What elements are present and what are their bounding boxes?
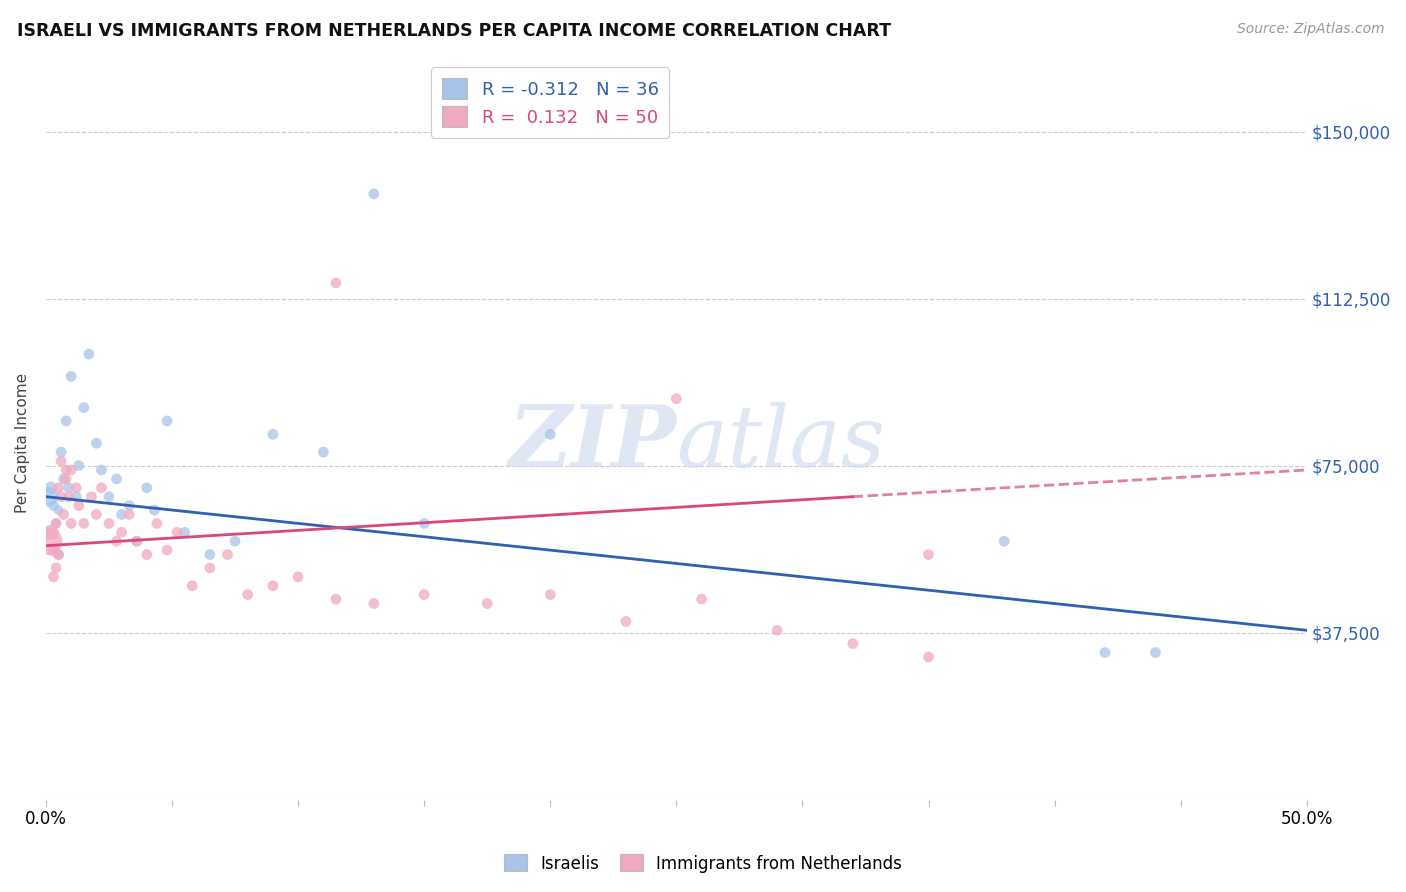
Point xyxy=(42,543,65,558)
Point xyxy=(39,525,62,540)
Point xyxy=(917,548,939,562)
Point xyxy=(90,463,112,477)
Y-axis label: Per Capita Income: Per Capita Income xyxy=(15,373,30,513)
Point xyxy=(146,516,169,531)
Point xyxy=(77,347,100,361)
Point xyxy=(198,561,221,575)
Point xyxy=(52,472,75,486)
Point xyxy=(363,186,385,201)
Point xyxy=(325,592,347,607)
Point xyxy=(58,481,80,495)
Point xyxy=(363,597,385,611)
Point xyxy=(60,516,83,531)
Point xyxy=(48,548,70,562)
Point xyxy=(55,472,77,486)
Point xyxy=(477,597,499,611)
Point xyxy=(262,427,284,442)
Point xyxy=(45,561,67,575)
Point xyxy=(65,481,87,495)
Point xyxy=(65,490,87,504)
Text: atlas: atlas xyxy=(676,402,886,484)
Point xyxy=(312,445,335,459)
Point xyxy=(413,516,436,531)
Point xyxy=(690,592,713,607)
Point xyxy=(48,503,70,517)
Point xyxy=(60,463,83,477)
Text: ISRAELI VS IMMIGRANTS FROM NETHERLANDS PER CAPITA INCOME CORRELATION CHART: ISRAELI VS IMMIGRANTS FROM NETHERLANDS P… xyxy=(17,22,891,40)
Text: Source: ZipAtlas.com: Source: ZipAtlas.com xyxy=(1237,22,1385,37)
Point xyxy=(1094,646,1116,660)
Point xyxy=(135,481,157,495)
Point xyxy=(118,508,141,522)
Point xyxy=(111,508,134,522)
Point xyxy=(60,369,83,384)
Point xyxy=(39,481,62,495)
Point xyxy=(917,650,939,665)
Point xyxy=(55,414,77,428)
Point xyxy=(614,615,637,629)
Point xyxy=(156,414,179,428)
Point xyxy=(86,436,108,450)
Point xyxy=(73,401,96,415)
Point xyxy=(49,490,72,504)
Point xyxy=(37,490,59,504)
Point xyxy=(67,499,90,513)
Point xyxy=(58,490,80,504)
Point xyxy=(86,508,108,522)
Point xyxy=(105,534,128,549)
Point xyxy=(42,499,65,513)
Point xyxy=(125,534,148,549)
Point xyxy=(52,508,75,522)
Legend: R = -0.312   N = 36, R =  0.132   N = 50: R = -0.312 N = 36, R = 0.132 N = 50 xyxy=(432,68,669,138)
Point xyxy=(665,392,688,406)
Point xyxy=(181,579,204,593)
Point xyxy=(37,534,59,549)
Point xyxy=(236,588,259,602)
Point xyxy=(217,548,239,562)
Point xyxy=(198,548,221,562)
Point xyxy=(262,579,284,593)
Point xyxy=(993,534,1015,549)
Point xyxy=(48,481,70,495)
Point xyxy=(325,276,347,290)
Point xyxy=(156,543,179,558)
Point xyxy=(143,503,166,517)
Point xyxy=(42,570,65,584)
Point xyxy=(98,490,121,504)
Point xyxy=(842,637,865,651)
Point xyxy=(173,525,195,540)
Point xyxy=(55,463,77,477)
Point xyxy=(538,588,561,602)
Point xyxy=(766,624,789,638)
Point xyxy=(80,490,103,504)
Point xyxy=(166,525,188,540)
Point xyxy=(111,525,134,540)
Point xyxy=(67,458,90,473)
Point xyxy=(98,516,121,531)
Point xyxy=(48,548,70,562)
Point xyxy=(224,534,246,549)
Point xyxy=(45,516,67,531)
Point xyxy=(49,445,72,459)
Point xyxy=(125,534,148,549)
Point xyxy=(45,516,67,531)
Point xyxy=(1144,646,1167,660)
Point xyxy=(49,454,72,468)
Point xyxy=(105,472,128,486)
Point xyxy=(538,427,561,442)
Point xyxy=(118,499,141,513)
Point xyxy=(73,516,96,531)
Text: ZIP: ZIP xyxy=(509,401,676,485)
Point xyxy=(413,588,436,602)
Point xyxy=(90,481,112,495)
Point xyxy=(135,548,157,562)
Legend: Israelis, Immigrants from Netherlands: Israelis, Immigrants from Netherlands xyxy=(498,847,908,880)
Point xyxy=(287,570,309,584)
